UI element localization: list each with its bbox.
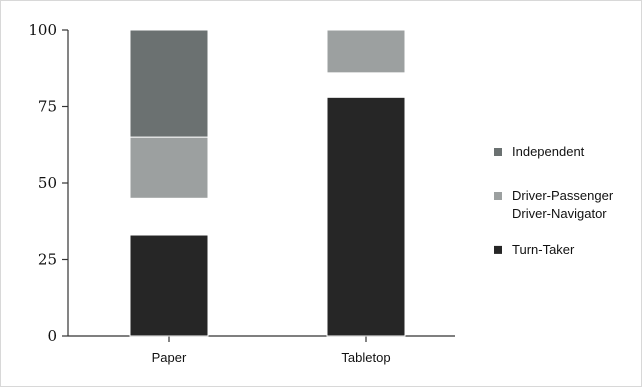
legend-label: Turn-Taker: [512, 242, 575, 257]
bar-segment: [326, 29, 406, 74]
bar-segment: [326, 96, 406, 337]
x-tick-label: Paper: [152, 350, 187, 365]
bars: [129, 29, 406, 337]
legend-swatch: [494, 245, 502, 254]
y-tick-label: 50: [38, 174, 57, 192]
legend-label: Independent: [512, 144, 585, 159]
y-tick-label: 0: [47, 327, 57, 345]
legend-swatch: [494, 192, 502, 200]
legend: Independent Driver-Passenger Driver-Naviga…: [494, 144, 614, 257]
bar-segment: [129, 234, 209, 337]
x-tick-label: Tabletop: [341, 350, 390, 365]
y-tick-label: 100: [28, 21, 57, 39]
y-tick-label: 75: [38, 98, 57, 116]
bar-segment: [129, 29, 209, 138]
legend-label: Driver-Passenger Driver-Navigator: [512, 188, 614, 221]
y-tick-label: 25: [38, 251, 57, 269]
bar-segment: [129, 136, 209, 199]
legend-swatch: [494, 148, 502, 156]
